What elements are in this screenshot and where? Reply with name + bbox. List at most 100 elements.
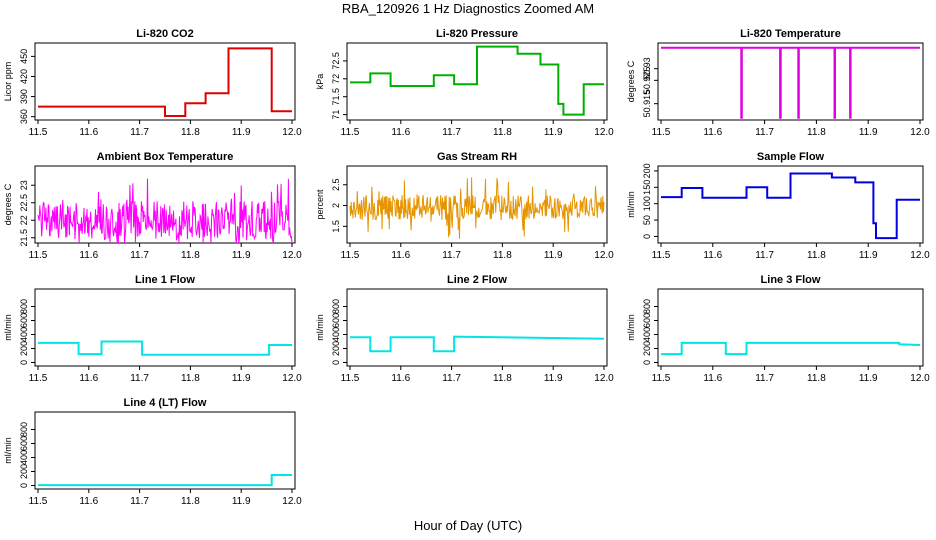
x-tick-label: 11.7: [442, 127, 461, 138]
data-line-1: [38, 474, 292, 487]
y-tick-label: 0: [642, 360, 652, 365]
y-tick-label: 21.5: [19, 229, 29, 247]
y-axis-label: degrees C: [3, 183, 13, 225]
chart-panel-10: Line 4 (LT) Flow ml/min 11.5 11.6 11.7 11.8 11…: [3, 397, 302, 507]
plot-frame: [34, 165, 296, 244]
chart-panel-5: Gas Stream RH percent 11.5 11.6 11.7 11.8 11.9…: [315, 151, 614, 261]
y-tick-label: 50.915: [642, 90, 652, 118]
x-tick-label: 11.7: [130, 496, 149, 507]
x-tick-label: 11.5: [341, 373, 360, 384]
chart-panel-1: Li-820 CO2 Licor ppm 11.5 11.6 11.7 11.8 11.9 1…: [3, 28, 302, 138]
y-tick-label: 600: [19, 313, 29, 328]
y-tick-label: 800: [19, 299, 29, 314]
y-tick-label: 200: [331, 341, 341, 356]
x-tick-label: 12.0: [282, 127, 302, 138]
y-tick-label: 400: [19, 450, 29, 465]
y-tick-label: 2: [331, 203, 341, 208]
x-tick-label: 11.5: [341, 127, 360, 138]
x-tick-label: 11.8: [807, 250, 826, 261]
chart-panel-3: Li-820 Temperature degrees C 11.5 11.6 11.7 1…: [626, 28, 930, 138]
x-tick-label: 11.9: [544, 127, 563, 138]
x-tick-label: 11.5: [29, 127, 48, 138]
x-tick-label: 11.5: [652, 127, 671, 138]
x-tick-label: 11.9: [232, 250, 251, 261]
y-tick-label: 390: [19, 89, 29, 104]
x-tick-label: 11.5: [652, 250, 671, 261]
x-tick-label: 11.9: [544, 250, 563, 261]
x-tick-label: 11.7: [755, 127, 774, 138]
y-tick-label: 800: [642, 299, 652, 314]
plot-frame: [657, 165, 924, 244]
y-tick-label: 100: [642, 196, 652, 211]
y-tick-label: 23: [19, 180, 29, 190]
plot-frame: [34, 411, 296, 490]
panel-title: Line 1 Flow: [135, 274, 195, 286]
chart-panel-9: Line 3 Flow ml/min 11.5 11.6 11.7 11.8 11.9 12.…: [626, 274, 930, 384]
x-tick-label: 11.7: [755, 373, 774, 384]
y-tick-label: 1.5: [331, 220, 341, 233]
data-line-1: [349, 177, 605, 239]
x-tick-label: 11.5: [29, 496, 48, 507]
chart-panel-6: Sample Flow ml/min 11.5 11.6 11.7 11.8 11.9 12.…: [626, 151, 930, 261]
x-tick-label: 11.8: [493, 250, 512, 261]
x-tick-label: 11.5: [341, 250, 360, 261]
y-tick-label: 600: [19, 436, 29, 451]
plot-frame: [346, 288, 608, 367]
y-tick-label: 2.5: [331, 178, 341, 191]
plot-frame: [346, 165, 608, 244]
plot-frame: [34, 288, 296, 367]
y-axis-label: ml/min: [626, 191, 636, 218]
y-tick-label: 400: [642, 327, 652, 342]
y-axis-label: Licor ppm: [3, 62, 13, 102]
y-tick-label: 50: [642, 215, 652, 225]
x-tick-label: 11.6: [391, 127, 410, 138]
panel-title: Ambient Box Temperature: [97, 151, 234, 163]
panel-title: Line 4 (LT) Flow: [124, 397, 207, 409]
x-tick-label: 12.0: [910, 373, 930, 384]
data-line-1: [661, 341, 921, 356]
plot-frame: [657, 42, 924, 121]
y-tick-label: 400: [331, 327, 341, 342]
y-tick-label: 50.925: [642, 67, 652, 95]
y-axis-label: ml/min: [626, 314, 636, 341]
x-tick-label: 11.9: [859, 127, 878, 138]
x-tick-label: 11.7: [442, 250, 461, 261]
x-tick-label: 11.8: [181, 373, 200, 384]
chart-panel-8: Line 2 Flow ml/min 11.5 11.6 11.7 11.8 11.9 12.…: [315, 274, 614, 384]
y-tick-label: 50.93: [642, 57, 652, 80]
x-tick-label: 11.9: [859, 373, 878, 384]
x-tick-label: 12.0: [594, 250, 614, 261]
x-tick-label: 12.0: [282, 496, 302, 507]
data-line-1: [350, 45, 604, 116]
x-tick-label: 11.8: [493, 127, 512, 138]
y-tick-label: 800: [331, 299, 341, 314]
x-tick-label: 11.7: [130, 127, 149, 138]
x-tick-label: 11.6: [391, 250, 410, 261]
x-tick-label: 11.6: [703, 373, 722, 384]
figure-title: RBA_120926 1 Hz Diagnostics Zoomed AM: [341, 1, 595, 16]
x-tick-label: 11.8: [807, 127, 826, 138]
x-tick-label: 11.8: [181, 250, 200, 261]
figure-x-axis-label: Hour of Day (UTC): [413, 518, 523, 533]
x-tick-label: 11.8: [807, 373, 826, 384]
y-axis-label: ml/min: [315, 314, 325, 341]
x-tick-label: 12.0: [594, 127, 614, 138]
data-line-1: [661, 46, 920, 119]
panel-title: Sample Flow: [757, 151, 825, 163]
x-tick-label: 11.9: [859, 250, 878, 261]
y-tick-label: 0: [331, 360, 341, 365]
x-tick-label: 11.7: [442, 373, 461, 384]
x-tick-label: 11.6: [703, 250, 722, 261]
y-tick-label: 72: [331, 74, 341, 84]
x-tick-label: 11.7: [130, 250, 149, 261]
chart-panel-2: Li-820 Pressure kPa 11.5 11.6 11.7 11.8 11.9 12…: [315, 28, 614, 138]
panel-title: Li-820 Pressure: [436, 28, 518, 40]
y-tick-label: 200: [642, 341, 652, 356]
data-line-1: [37, 178, 293, 244]
y-tick-label: 800: [19, 422, 29, 437]
plot-frame: [657, 288, 924, 367]
panel-title: Gas Stream RH: [437, 151, 517, 163]
panel-title: Li-820 CO2: [136, 28, 193, 40]
y-tick-label: 71: [331, 110, 341, 120]
